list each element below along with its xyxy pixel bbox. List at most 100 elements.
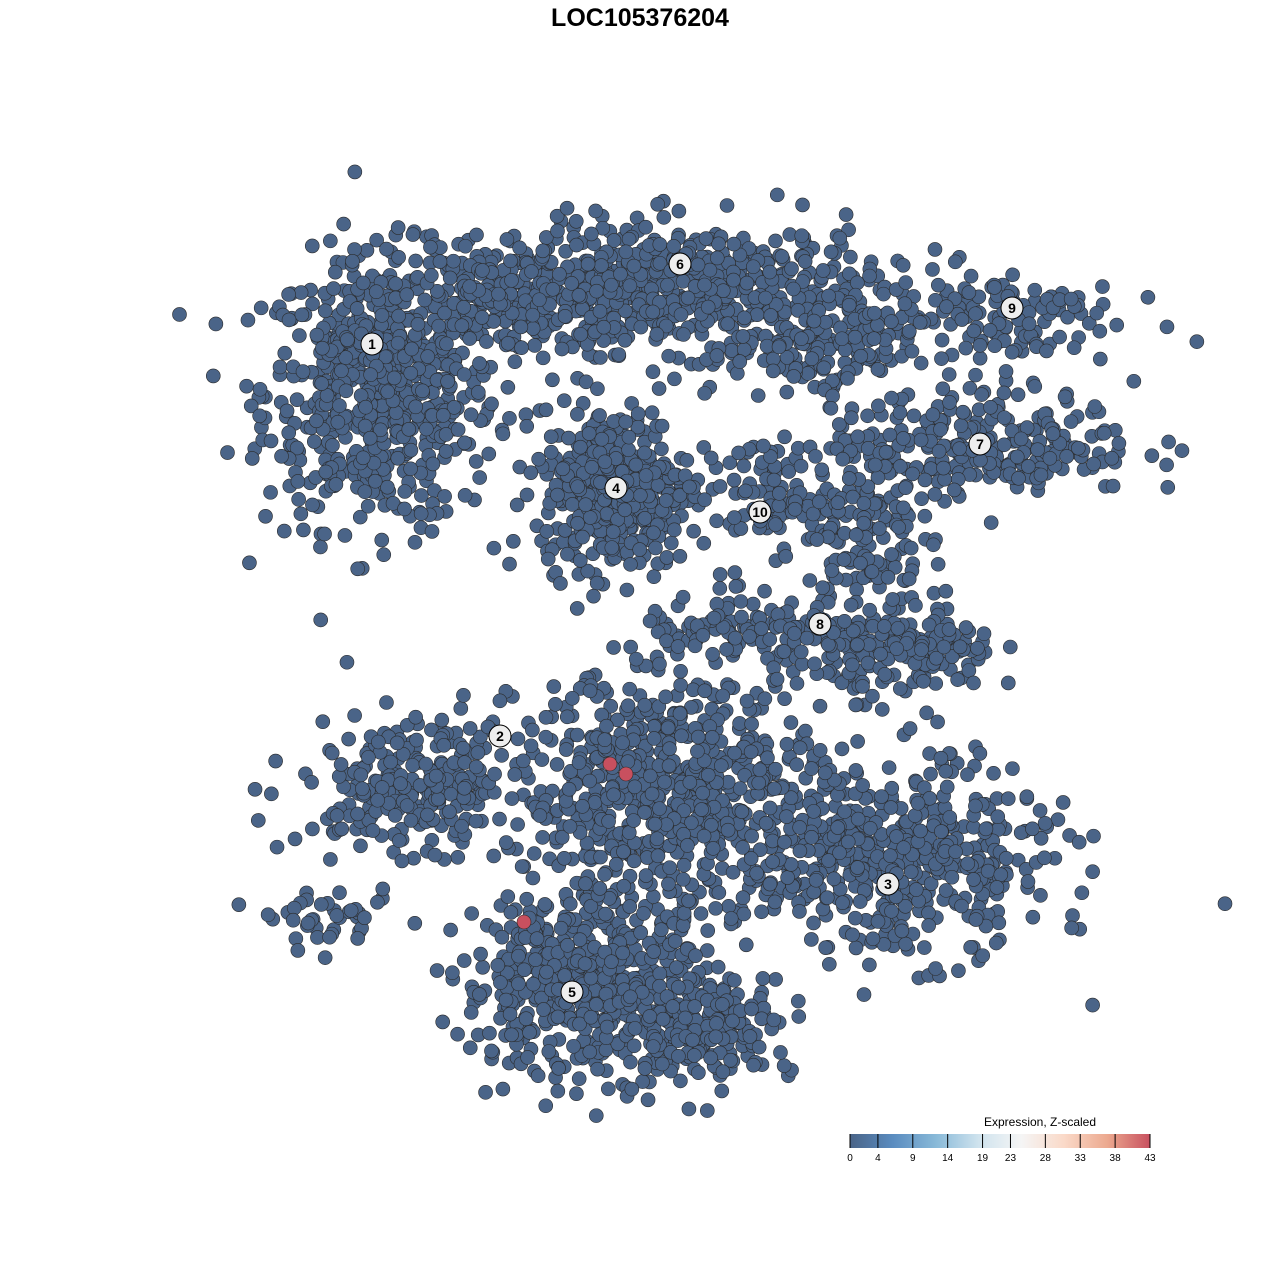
data-point-cluster-1 (446, 400, 462, 415)
data-point-cluster-5 (550, 1009, 566, 1025)
data-point-cluster-5 (492, 811, 507, 827)
data-point-cluster-1 (419, 421, 434, 437)
data-point-cluster-5 (566, 1038, 581, 1054)
data-point-cluster-6 (709, 348, 725, 363)
data-point-cluster-6 (821, 288, 836, 304)
data-point-cluster-5 (457, 780, 472, 796)
data-point-cluster-5 (494, 748, 509, 763)
data-point-cluster-5 (623, 989, 638, 1005)
data-point-cluster-9 (1052, 329, 1067, 345)
data-point-cluster-3 (792, 904, 807, 919)
data-point-cluster-8 (970, 640, 985, 656)
data-point-cluster-9 (998, 364, 1014, 379)
data-point-cluster-4 (679, 453, 695, 468)
data-point-cluster-9 (987, 280, 1002, 295)
data-point-cluster-3 (818, 940, 833, 955)
data-point-cluster-1 (469, 227, 484, 243)
data-point-cluster-3 (881, 760, 897, 775)
data-point-cluster-1 (172, 307, 187, 322)
data-point-cluster-7 (1033, 467, 1049, 483)
data-point-cluster-6 (876, 286, 891, 302)
data-point-cluster-4 (644, 405, 660, 421)
data-point-cluster-3 (933, 750, 949, 766)
data-point-cluster-5 (578, 876, 593, 891)
data-point-cluster-6 (671, 203, 687, 219)
data-point-cluster-6 (524, 264, 539, 279)
data-point-cluster-5 (670, 639, 686, 654)
data-point-cluster-7 (913, 432, 929, 448)
data-point-cluster-3 (948, 844, 963, 859)
data-point-cluster-6 (709, 250, 725, 266)
data-point-cluster-1 (314, 376, 330, 391)
data-point-cluster-5 (462, 1040, 478, 1056)
data-point-cluster-5 (498, 992, 514, 1008)
data-point-cluster-5 (703, 1050, 718, 1066)
data-point-cluster-6 (626, 258, 642, 274)
data-point-cluster-7 (898, 480, 913, 496)
data-point-cluster-7 (856, 515, 871, 531)
data-point-cluster-5 (654, 922, 669, 937)
data-point-cluster-6 (862, 268, 877, 284)
data-point-cluster-3 (738, 937, 754, 953)
data-point-cluster-1 (502, 556, 517, 572)
data-point-cluster-3 (978, 821, 994, 837)
data-point-cluster-5 (484, 1043, 499, 1059)
data-point-cluster-6 (676, 327, 691, 342)
data-point-cluster-8 (734, 609, 749, 625)
data-point-cluster-5 (646, 944, 661, 959)
data-point-cluster-1 (253, 300, 269, 316)
data-point-cluster-1 (415, 383, 430, 399)
data-point-cluster-4 (543, 429, 559, 444)
data-point-cluster-4 (519, 418, 535, 434)
data-point-cluster-7 (836, 552, 852, 567)
data-point-cluster-6 (726, 236, 742, 252)
data-point-cluster-5 (519, 891, 535, 907)
data-point-cluster-3 (1020, 874, 1036, 889)
data-point-cluster-3 (960, 856, 976, 871)
data-point-cluster-5 (804, 932, 819, 947)
data-point-cluster-5 (623, 1054, 638, 1070)
data-point-cluster-1 (296, 522, 311, 538)
data-point-cluster-4 (646, 569, 662, 585)
data-point-cluster-2 (427, 847, 443, 863)
data-point-cluster-10 (738, 483, 753, 499)
data-point-cluster-4 (654, 418, 670, 434)
data-point-cluster-9 (925, 262, 940, 277)
data-point-cluster-1 (306, 434, 322, 449)
data-point-cluster-3 (923, 766, 938, 782)
data-point-cluster-3 (990, 809, 1006, 825)
data-point-cluster-5 (529, 931, 545, 946)
data-point-cluster-7 (825, 388, 840, 404)
data-point-cluster-7 (983, 399, 998, 415)
data-point-cluster-3 (1055, 795, 1071, 810)
data-point-cluster-6 (650, 196, 665, 212)
data-point-cluster-6 (652, 237, 668, 252)
data-point-cluster-4 (570, 516, 585, 531)
data-point-cluster-7 (871, 398, 886, 414)
data-point-cluster-5 (633, 925, 648, 941)
data-point-cluster-6 (580, 256, 596, 272)
data-point-cluster-8 (958, 620, 974, 635)
data-point-cluster-5 (520, 1050, 535, 1065)
data-point-cluster-1 (468, 454, 484, 469)
data-point-cluster-5 (652, 656, 667, 672)
data-point-cluster-8 (727, 565, 743, 580)
data-point-cluster-1 (352, 509, 368, 525)
data-point-cluster-7 (808, 449, 823, 464)
data-point-cluster-6 (786, 281, 801, 297)
data-point-cluster-10 (731, 445, 746, 461)
data-point-cluster-2 (371, 734, 386, 750)
data-point-cluster-1 (391, 250, 406, 265)
data-point-cluster-9 (1092, 351, 1108, 367)
data-point-cluster-5 (503, 905, 519, 920)
data-point-cluster-1 (457, 488, 473, 503)
data-point-cluster-4 (586, 588, 601, 604)
data-point-cluster-7 (814, 462, 830, 478)
data-point-cluster-7 (1071, 440, 1086, 456)
data-point-cluster-5 (493, 975, 508, 990)
data-point-cluster-1 (345, 253, 360, 269)
data-point-cluster-9 (954, 312, 970, 327)
data-point-cluster-6 (680, 290, 696, 306)
data-point-cluster-2 (453, 701, 469, 716)
data-point-cluster-1 (410, 317, 426, 332)
